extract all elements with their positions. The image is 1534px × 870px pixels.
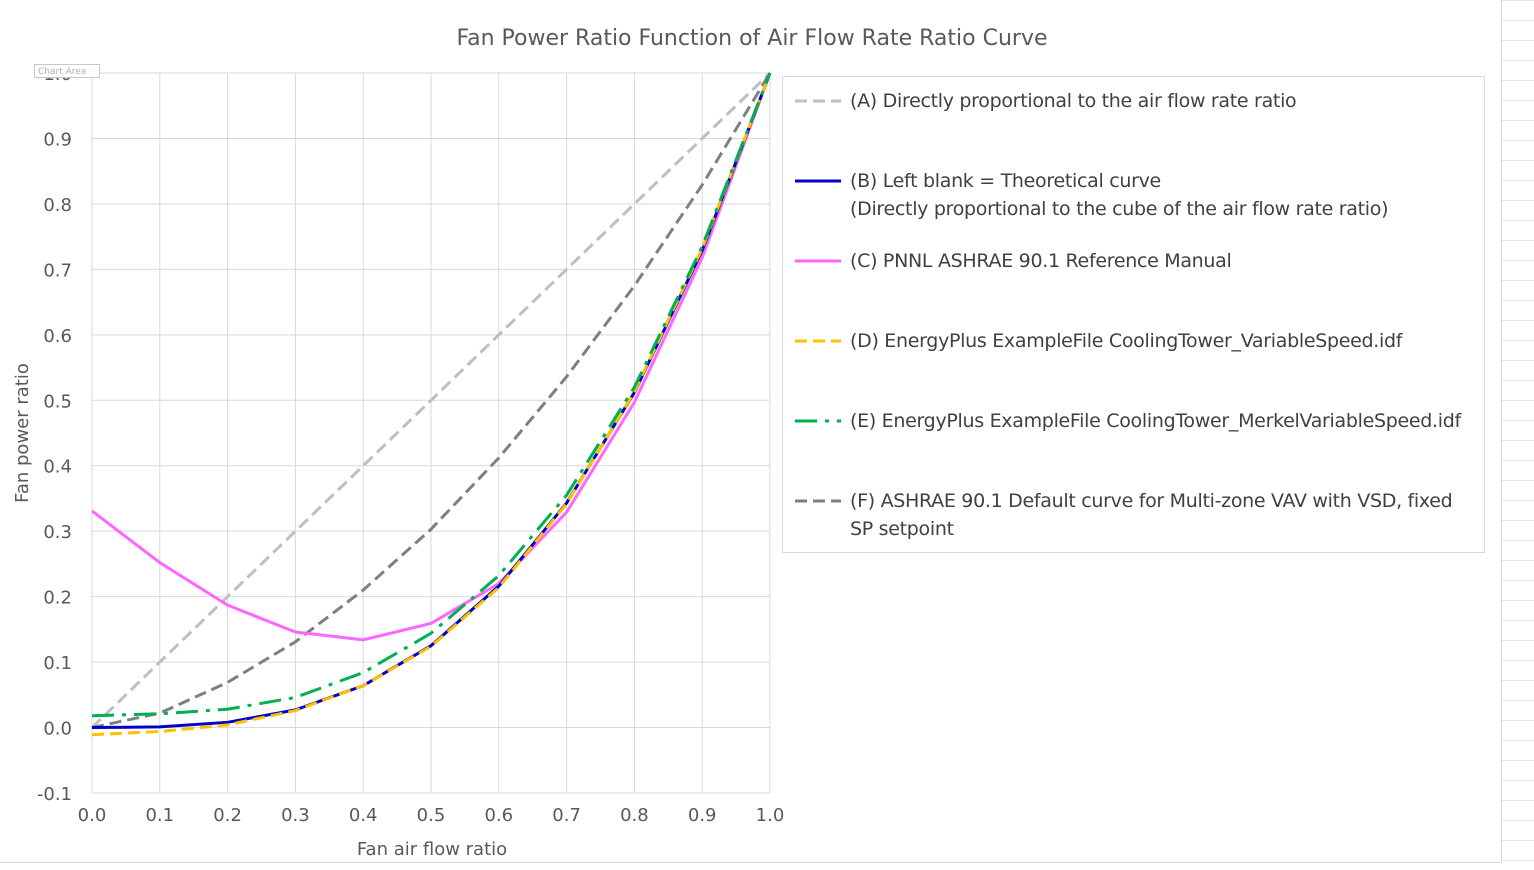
x-tick-label: 0.0: [78, 805, 107, 826]
x-tick-label: 0.2: [213, 805, 242, 826]
y-tick-label: 0.1: [43, 653, 72, 674]
x-tick-label: 0.6: [484, 805, 513, 826]
series-line-e[interactable]: [91, 72, 772, 718]
axis-tick-labels: -0.1 0.0 0.1 0.2 0.3 0.4 0.5 0.6 0.7 0.8 0.9 1.0 0.0…: [37, 64, 784, 826]
x-axis-title: Fan air flow ratio: [357, 839, 507, 860]
series-line-b[interactable]: [91, 72, 772, 730]
x-tick-label: 0.3: [281, 805, 310, 826]
line-chart: -0.1 0.0 0.1 0.2 0.3 0.4 0.5 0.6 0.7 0.8 0.9 1.0 0.0…: [12, 26, 1048, 860]
y-tick-label: 0.7: [43, 260, 72, 281]
x-tick-label: 0.4: [349, 805, 378, 826]
x-tick-label: 0.1: [145, 805, 174, 826]
y-tick-label: 0.8: [43, 195, 72, 216]
y-axis-title: Fan power ratio: [12, 363, 33, 503]
legend-label: (F) ASHRAE 90.1 Default curve for Multi-…: [850, 490, 1453, 540]
series-line-d[interactable]: [91, 72, 772, 737]
y-tick-label: 0.4: [43, 457, 72, 478]
series-lines: [90, 71, 772, 737]
series-line-c[interactable]: [91, 72, 772, 642]
legend-label: (B) Left blank = Theoretical curve (Dire…: [850, 170, 1389, 220]
legend-swatch: [795, 339, 841, 343]
y-tick-label: 0.9: [43, 129, 72, 150]
legend-label: (A) Directly proportional to the air flo…: [850, 90, 1297, 112]
y-tick-label: -0.1: [37, 784, 72, 805]
chart-area-tooltip: Chart Area: [34, 64, 100, 78]
x-tick-label: 1.0: [756, 805, 785, 826]
series-line-a[interactable]: [90, 71, 772, 729]
series-line-f[interactable]: [91, 72, 772, 730]
x-tick-label: 0.7: [552, 805, 581, 826]
legend-swatch: [795, 499, 841, 503]
y-tick-label: 0.2: [43, 588, 72, 609]
chart-title: Fan Power Ratio Function of Air Flow Rat…: [456, 26, 1047, 51]
y-tick-label: 0.0: [43, 719, 72, 740]
y-tick-label: 0.5: [43, 391, 72, 412]
legend-label: (D) EnergyPlus ExampleFile CoolingTower_…: [850, 330, 1403, 352]
y-tick-label: 0.6: [43, 326, 72, 347]
legend-swatch: [795, 99, 841, 103]
legend-swatch: [795, 259, 841, 263]
legend-swatch: [795, 179, 841, 183]
x-tick-label: 0.9: [688, 805, 717, 826]
legend-label: (E) EnergyPlus ExampleFile CoolingTower_…: [850, 410, 1461, 432]
legend-label: (C) PNNL ASHRAE 90.1 Reference Manual: [850, 250, 1232, 272]
legend-swatch: [795, 419, 841, 423]
x-tick-label: 0.5: [417, 805, 446, 826]
grid-lines: [91, 72, 771, 794]
x-tick-label: 0.8: [620, 805, 649, 826]
chart-legend[interactable]: (A) Directly proportional to the air flo…: [782, 76, 1485, 553]
y-tick-label: 0.3: [43, 522, 72, 543]
chart-area[interactable]: -0.1 0.0 0.1 0.2 0.3 0.4 0.5 0.6 0.7 0.8 0.9 1.0 0.0…: [0, 0, 1502, 863]
